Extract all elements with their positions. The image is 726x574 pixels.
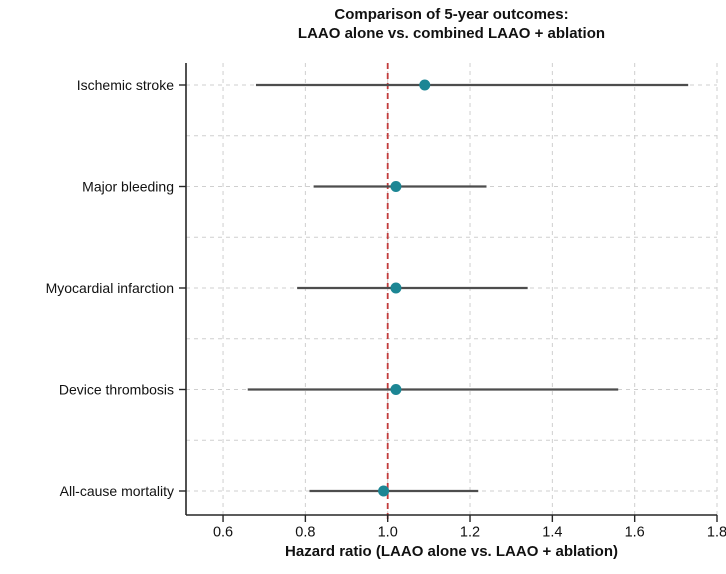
x-axis-title: Hazard ratio (LAAO alone vs. LAAO + abla…	[285, 543, 618, 560]
x-tick-label: 1.6	[625, 525, 645, 541]
category-label: Device thrombosis	[59, 382, 174, 398]
point-estimate-marker	[390, 282, 402, 294]
point-estimate-marker	[390, 181, 402, 192]
point-estimate-marker	[378, 485, 390, 497]
point-estimate-marker	[390, 384, 402, 395]
chart-title-line-2: LAAO alone vs. combined LAAO + ablation	[297, 25, 606, 42]
category-label: All-cause mortality	[60, 483, 174, 499]
chart-title-line-1: Comparison of 5-year outcomes:	[334, 6, 569, 23]
category-label: Ischemic stroke	[77, 77, 174, 93]
category-label: Major bleeding	[82, 179, 174, 195]
x-tick-label: 1.0	[378, 525, 398, 541]
x-tick-label: 0.8	[295, 525, 315, 541]
point-estimate-marker	[419, 79, 431, 91]
x-tick-label: 1.2	[460, 525, 480, 541]
chart-title: Comparison of 5-year outcomes: LAAO alon…	[186, 5, 717, 43]
x-tick-label: 1.4	[542, 525, 562, 541]
x-tick-label: 1.8	[707, 525, 726, 541]
x-tick-label: 0.6	[213, 525, 233, 541]
category-label: Myocardial infarction	[46, 280, 174, 296]
